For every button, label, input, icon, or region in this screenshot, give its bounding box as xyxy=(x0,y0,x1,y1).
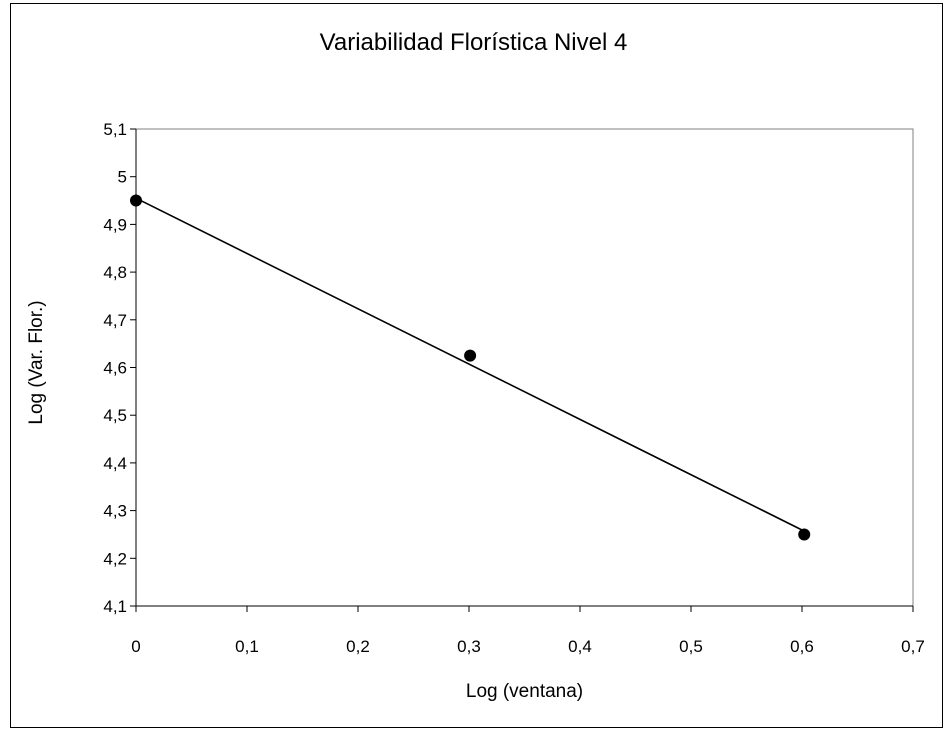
x-tick-label: 0,2 xyxy=(346,637,370,656)
x-axis-ticks: 0 0,1 0,2 0,3 0,4 0,5 0,6 0,7 xyxy=(131,606,925,656)
data-point xyxy=(464,349,477,362)
y-tick-label: 5 xyxy=(118,168,127,187)
y-axis-label: Log (Var. Flor.) xyxy=(26,300,47,424)
y-tick-label: 5,1 xyxy=(103,120,127,139)
chart-frame xyxy=(10,3,943,728)
y-tick-label: 4,9 xyxy=(103,215,127,234)
plot-border xyxy=(135,128,914,607)
plot-area xyxy=(135,128,914,607)
x-tick-label: 0,5 xyxy=(679,637,703,656)
x-axis-label: Log (ventana) xyxy=(466,681,583,702)
x-tick-label: 0,3 xyxy=(457,637,481,656)
x-tick-label: 0,4 xyxy=(568,637,592,656)
y-tick-label: 4,4 xyxy=(103,454,127,473)
x-tick-label: 0,6 xyxy=(790,637,814,656)
x-tick-label: 0,1 xyxy=(235,637,259,656)
chart-title: Variabilidad Florística Nivel 4 xyxy=(319,29,628,56)
y-tick-label: 4,8 xyxy=(103,263,127,282)
trendline xyxy=(135,197,805,532)
y-tick-label: 4,1 xyxy=(103,597,127,616)
x-tick-label: 0 xyxy=(131,637,140,656)
data-point xyxy=(798,528,811,541)
y-axis-ticks: 4,1 4,2 4,3 4,4 4,5 4,6 4,7 4,8 4,9 5 5,1 xyxy=(103,120,136,616)
y-tick-label: 4,6 xyxy=(103,359,127,378)
x-tick-label: 0,7 xyxy=(901,637,925,656)
y-tick-label: 4,5 xyxy=(103,406,127,425)
series-group xyxy=(130,194,811,541)
data-point xyxy=(130,194,142,207)
y-tick-label: 4,7 xyxy=(103,311,127,330)
y-tick-label: 4,2 xyxy=(103,549,127,568)
y-tick-label: 4,3 xyxy=(103,502,127,521)
